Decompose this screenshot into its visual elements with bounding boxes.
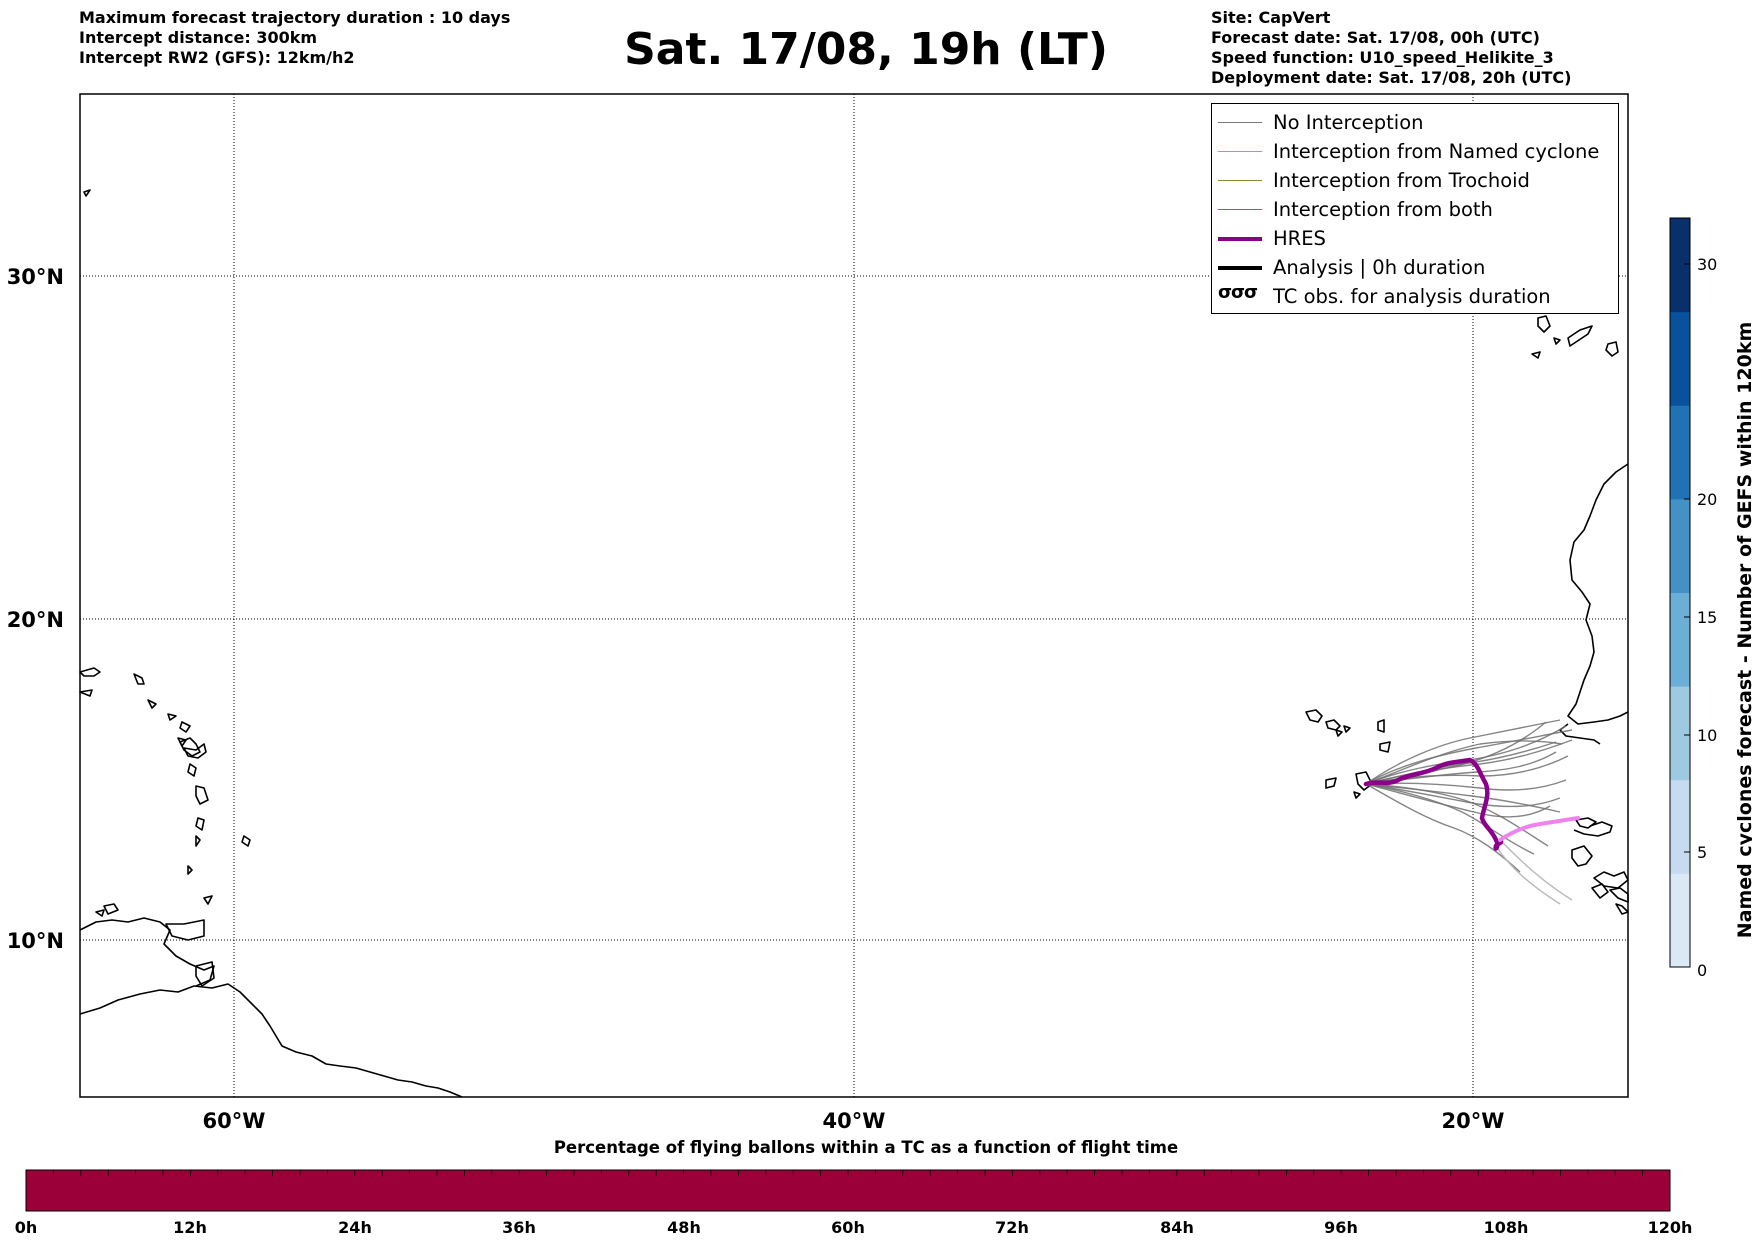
legend-label-hres: HRES xyxy=(1273,227,1326,250)
island-martinique xyxy=(195,785,209,805)
legend-swatch-analysis xyxy=(1218,266,1262,270)
graticule xyxy=(80,94,1628,1097)
coast-lesser-antilles xyxy=(165,919,205,941)
page-title: Sat. 17/08, 19h (LT) xyxy=(624,24,1108,75)
legend-item-no-interception: No Interception xyxy=(1212,108,1618,137)
trajectories-no-interception xyxy=(1365,719,1573,873)
coast-south-america xyxy=(79,983,463,1098)
legend-label-tc-obs: TC obs. for analysis duration xyxy=(1273,285,1551,308)
island-canary-1 xyxy=(1537,315,1551,333)
island-canary-3 xyxy=(1605,341,1619,357)
coast-west-africa xyxy=(1567,463,1629,725)
trajectory-duration-text: Maximum forecast trajectory duration : 1… xyxy=(79,8,511,27)
legend-item-trochoid: Interception from Trochoid xyxy=(1212,166,1618,195)
map-legend: No Interception Interception from Named … xyxy=(1211,103,1619,314)
island-cv-boa-vista xyxy=(1379,741,1391,753)
legend-label-no-interception: No Interception xyxy=(1273,111,1424,134)
legend-item-tc-obs: σσσ TC obs. for analysis duration xyxy=(1212,282,1618,311)
hres-trajectory xyxy=(1363,757,1504,851)
legend-swatch-both xyxy=(1218,209,1262,210)
legend-item-named-cyclone: Interception from Named cyclone xyxy=(1212,137,1618,166)
forecast-date-text: Forecast date: Sat. 17/08, 00h (UTC) xyxy=(1211,28,1540,47)
legend-swatch-no-interception xyxy=(1218,122,1262,123)
coast-guinea xyxy=(1573,821,1613,837)
coast-sierra-leone xyxy=(1571,845,1593,867)
trajectories-faint xyxy=(1495,841,1573,905)
legend-swatch-named-cyclone xyxy=(1218,151,1262,152)
lon-label-40w: 40°W xyxy=(823,1109,886,1133)
island-canary-2 xyxy=(1567,325,1593,347)
legend-swatch-hres xyxy=(1218,237,1262,241)
legend-label-trochoid: Interception from Trochoid xyxy=(1273,169,1530,192)
island-tobago xyxy=(203,895,213,905)
hres-trajectory-late xyxy=(1498,816,1580,842)
legend-label-named-cyclone: Interception from Named cyclone xyxy=(1273,140,1600,163)
site-text: Site: CapVert xyxy=(1211,8,1331,27)
island-virgin xyxy=(79,689,93,697)
island-cv-sao-vicente xyxy=(1325,719,1341,731)
legend-label-analysis: Analysis | 0h duration xyxy=(1273,256,1486,279)
header-right: Site: CapVert Forecast date: Sat. 17/08,… xyxy=(1211,8,1571,88)
island-cv-fogo xyxy=(1325,777,1337,789)
tc-symbol-icon: σσσ xyxy=(1218,282,1258,303)
lat-label-30n: 30°N xyxy=(7,265,64,289)
lat-label-10n: 10°N xyxy=(7,929,64,953)
lon-label-60w: 60°W xyxy=(203,1109,266,1133)
legend-swatch-trochoid xyxy=(1218,180,1262,181)
speed-function-text: Speed function: U10_speed_Helikite_3 xyxy=(1211,48,1554,67)
legend-item-hres: HRES xyxy=(1212,224,1618,253)
intercept-distance-text: Intercept distance: 300km xyxy=(79,28,318,47)
lon-label-20w: 20°W xyxy=(1442,1109,1505,1133)
deployment-date-text: Deployment date: Sat. 17/08, 20h (UTC) xyxy=(1211,68,1572,87)
island-st-lucia xyxy=(195,817,205,831)
island-cv-santo-antao xyxy=(1305,709,1323,723)
island-barbados xyxy=(241,835,251,847)
island-puerto-rico xyxy=(79,667,101,677)
island-cv-sal xyxy=(1377,719,1385,733)
island-grenada xyxy=(187,865,193,875)
vertical-colorbar-title: Named cyclones forecast - Number of GEFS… xyxy=(1734,321,1752,939)
horizontal-colorbar-title: Percentage of flying ballons within a TC… xyxy=(553,1138,1179,1157)
legend-item-both: Interception from both xyxy=(1212,195,1618,224)
header-left: Maximum forecast trajectory duration : 1… xyxy=(79,8,510,68)
island-cv-santiago xyxy=(1355,771,1373,791)
island-st-vincent xyxy=(195,835,201,847)
legend-item-analysis: Analysis | 0h duration xyxy=(1212,253,1618,282)
legend-label-both: Interception from both xyxy=(1273,198,1493,221)
lat-label-20n: 20°N xyxy=(7,608,64,632)
island-dominica xyxy=(187,763,197,777)
island-trinidad xyxy=(195,961,215,987)
island-guadeloupe xyxy=(183,743,207,759)
island-bermuda xyxy=(83,189,91,197)
intercept-rw2-text: Intercept RW2 (GFS): 12km/h2 xyxy=(79,48,355,67)
